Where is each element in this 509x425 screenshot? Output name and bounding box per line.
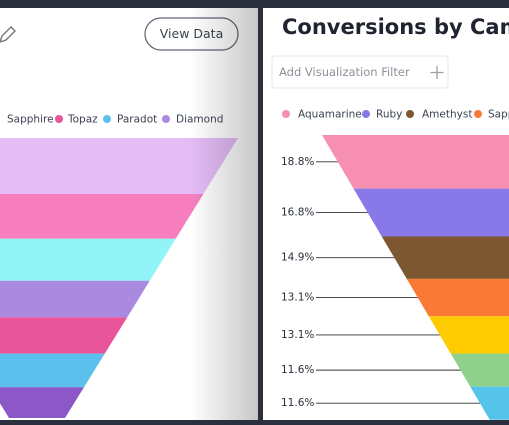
filter-input[interactable]: Add Visualization Filter bbox=[271, 55, 449, 89]
legend-label: Topaz bbox=[67, 114, 98, 126]
funnel-segment bbox=[0, 387, 84, 418]
funnel-segment bbox=[381, 236, 509, 279]
legend-label: Sapp bbox=[488, 109, 509, 121]
edit-icon[interactable] bbox=[0, 26, 16, 43]
legend-swatch bbox=[474, 110, 482, 118]
funnel-segment bbox=[428, 316, 509, 354]
funnel-segment bbox=[353, 188, 509, 237]
legend-label: Sapphire bbox=[7, 114, 54, 126]
legend-label: Amethyst bbox=[422, 109, 472, 121]
funnel: 18.8% 16.8% 14.9% 13.1% 13.1% 11.6% 11.6% bbox=[281, 135, 509, 420]
value-label: 16.8% bbox=[281, 207, 314, 219]
value-label: 13.1% bbox=[281, 329, 314, 341]
legend-label: Ruby bbox=[376, 109, 402, 121]
legend-swatch bbox=[406, 110, 414, 118]
funnel-segment bbox=[0, 138, 238, 194]
funnel bbox=[0, 138, 238, 418]
funnel-segment bbox=[0, 317, 128, 354]
value-label: 18.8% bbox=[281, 156, 314, 168]
value-label: 14.9% bbox=[281, 252, 314, 264]
legend-label: Aquamarine bbox=[298, 109, 362, 121]
filter-placeholder[interactable]: Add Visualization Filter bbox=[279, 65, 410, 79]
value-label: 13.1% bbox=[281, 292, 314, 304]
value-label: 11.6% bbox=[281, 364, 314, 376]
funnel-segment bbox=[0, 194, 204, 239]
funnel-segment bbox=[0, 238, 176, 281]
legend-swatch bbox=[55, 115, 63, 123]
right-panel: Conversions by Camp Add Visualization Fi… bbox=[263, 8, 509, 420]
funnel-segment bbox=[322, 135, 509, 189]
funnel-segment bbox=[0, 280, 150, 318]
legend-swatch bbox=[103, 115, 111, 123]
funnel-segment bbox=[470, 386, 509, 420]
funnel-segment bbox=[450, 353, 509, 387]
left-panel: View Data SapphireTopazParadotDiamond bbox=[0, 8, 258, 420]
legend-swatch bbox=[282, 110, 290, 118]
funnel-segment bbox=[0, 353, 105, 388]
value-label: 11.6% bbox=[281, 397, 314, 409]
legend-swatch bbox=[362, 110, 370, 118]
legend: Aquamarine Ruby Amethyst Sapp bbox=[282, 109, 509, 121]
panel-shadow bbox=[190, 8, 258, 420]
legend-swatch bbox=[162, 115, 170, 123]
panel-title: Conversions by Camp bbox=[282, 15, 509, 39]
funnel-segment bbox=[406, 278, 509, 317]
legend-label: Paradot bbox=[117, 114, 157, 126]
